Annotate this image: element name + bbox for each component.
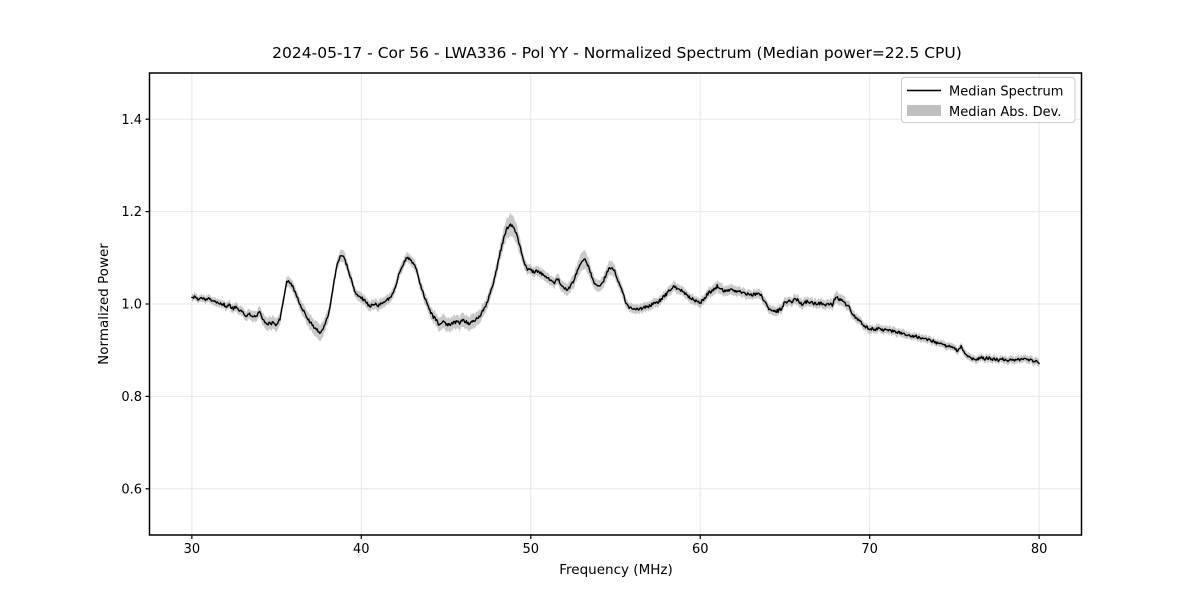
legend-patch-sample [907, 105, 941, 116]
legend-label-median-spectrum: Median Spectrum [949, 85, 1063, 100]
x-tick-label: 50 [522, 542, 539, 557]
median-spectrum-line [191, 223, 1040, 365]
x-tick-label: 40 [353, 542, 370, 557]
legend-label-median-abs-dev: Median Abs. Dev. [949, 105, 1061, 120]
x-axis-label: Frequency (MHz) [559, 562, 672, 578]
data-layer [191, 212, 1040, 367]
legend-box [901, 77, 1076, 123]
y-axis-label: Normalized Power [96, 243, 112, 365]
x-tick-label: 30 [184, 542, 201, 557]
y-tick-label: 0.8 [121, 390, 142, 405]
legend: Median Spectrum Median Abs. Dev. [901, 77, 1076, 123]
y-tick-label: 1.4 [121, 113, 142, 128]
x-tick-label: 80 [1031, 542, 1048, 557]
y-tick-label: 1.0 [121, 298, 142, 313]
ticks-layer: 30 40 50 60 70 80 0.6 0.8 1.0 1.2 1.4 [121, 113, 1047, 557]
chart-title: 2024-05-17 - Cor 56 - LWA336 - Pol YY - … [272, 44, 962, 62]
x-tick-label: 70 [861, 542, 878, 557]
y-tick-label: 1.2 [121, 205, 142, 220]
x-tick-label: 60 [692, 542, 709, 557]
y-tick-label: 0.6 [121, 482, 142, 497]
